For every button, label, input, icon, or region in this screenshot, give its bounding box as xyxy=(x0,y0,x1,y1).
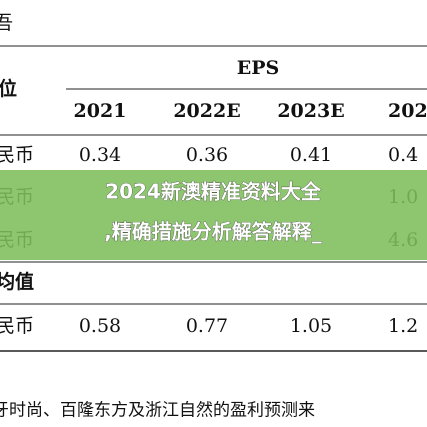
cell: 0.58 xyxy=(79,315,121,337)
cell: 0.34 xyxy=(79,144,121,166)
group-header: EPS xyxy=(237,57,280,79)
section-label: 均值 xyxy=(0,270,34,293)
banner xyxy=(0,170,427,260)
unit-label: 位 xyxy=(0,77,17,100)
cell: 0.41 xyxy=(290,144,332,166)
cell: 0.4 xyxy=(388,144,418,166)
cell: 0.36 xyxy=(186,144,228,166)
footnote: 牙时尚、百隆东方及浙江自然的盈利预测来 xyxy=(0,401,315,421)
cell: 1.2 xyxy=(388,315,418,337)
column-header: 2022E xyxy=(173,100,240,122)
column-header: 2024 xyxy=(388,100,427,122)
cell: 1.05 xyxy=(290,315,332,337)
banner-text: 2024新澳精准资料大全 xyxy=(105,180,322,204)
column-header: 2023E xyxy=(277,100,344,122)
cell: 0.77 xyxy=(186,315,228,337)
banner-text: ,精确措施分析解答解释_ xyxy=(104,220,322,244)
column-header: 2021 xyxy=(74,100,127,122)
corner-label: 吾 xyxy=(0,12,13,34)
row-label: 民币 xyxy=(0,144,34,166)
row-label: 民币 xyxy=(0,315,34,337)
